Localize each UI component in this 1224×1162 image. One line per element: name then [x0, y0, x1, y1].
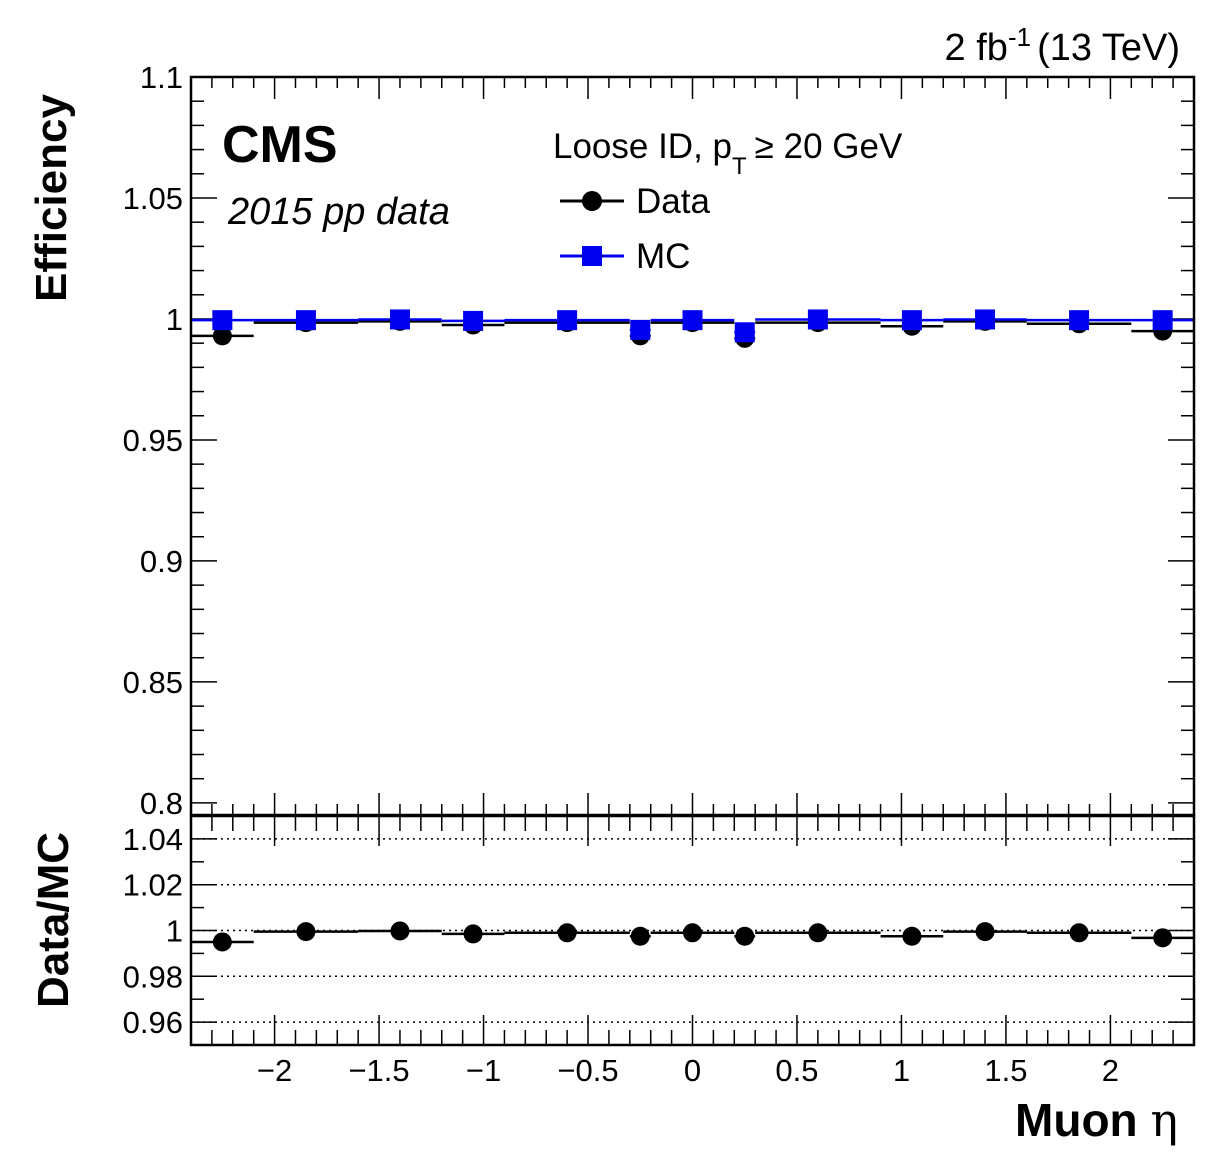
- ratio-point-marker: [1069, 923, 1089, 943]
- ratio-point-marker: [735, 926, 755, 946]
- dataset-label: 2015 pp data: [227, 191, 450, 233]
- mc-point-marker: [807, 309, 828, 330]
- y-tick-label: 1: [166, 302, 183, 337]
- ratio-point-marker: [808, 923, 828, 943]
- selection-label: Loose ID, pT ≥ 20 GeV: [553, 127, 903, 180]
- mc-point-marker: [975, 309, 996, 330]
- x-axis-title: Muon η: [1015, 1093, 1178, 1147]
- legend-mc-label: MC: [636, 237, 690, 276]
- mc-point-marker: [389, 309, 410, 330]
- selection-prefix: Loose ID, p: [553, 127, 732, 166]
- selection-subscript: T: [732, 153, 747, 180]
- y-tick-label: 0.85: [123, 665, 183, 700]
- mc-point-marker: [682, 310, 703, 331]
- y-tick-label: 0.9: [140, 544, 183, 579]
- y-tick-label: 0.8: [140, 786, 183, 821]
- ratio-point-marker: [630, 926, 650, 946]
- ratio-panel-frame: [189, 814, 1196, 1047]
- ratio-y-tick-label: 1.04: [123, 822, 183, 857]
- x-axis-title-prefix: Muon: [1015, 1094, 1150, 1146]
- mc-point-marker: [212, 310, 233, 331]
- mc-point-marker: [734, 322, 755, 343]
- x-tick-label: −1.5: [348, 1053, 409, 1088]
- mc-point-marker: [295, 310, 316, 331]
- mc-point-marker: [557, 310, 578, 331]
- mc-point-marker: [901, 310, 922, 331]
- data-point-marker: [212, 326, 232, 346]
- legend-mc-marker: [582, 246, 602, 266]
- mc-point-marker: [1152, 310, 1173, 331]
- tick-labels: 0.8 0.85 0.9 0.95 1 1.05 1.1 0.96 0.98 1 1.02 1.04 −…: [123, 60, 1119, 1088]
- lumi-label: 2 fb-1 (13 TeV): [945, 22, 1180, 69]
- axis-ticks: [190, 76, 1195, 1045]
- y-tick-label: 1.05: [123, 181, 183, 216]
- x-tick-label: −0.5: [557, 1053, 618, 1088]
- ratio-y-tick-label: 0.98: [123, 959, 183, 994]
- ratio-point-marker: [390, 921, 410, 941]
- ratio-point-marker: [902, 926, 922, 946]
- lumi-suffix: (13 TeV): [1037, 27, 1180, 69]
- mc-point-marker: [630, 319, 651, 340]
- x-axis-title-symbol: η: [1150, 1093, 1178, 1147]
- ratio-point-marker: [463, 924, 483, 944]
- legend-data-marker: [582, 191, 602, 211]
- data-points: [191, 309, 1194, 952]
- ratio-point-marker: [212, 932, 232, 952]
- lumi-prefix: 2 fb: [945, 27, 1008, 69]
- mc-point-marker: [463, 310, 484, 331]
- x-tick-label: 0.5: [775, 1053, 818, 1088]
- ratio-y-tick-label: 1: [166, 914, 183, 949]
- x-tick-label: 0: [684, 1053, 701, 1088]
- ratio-point-marker: [683, 923, 702, 943]
- x-tick-label: 2: [1102, 1053, 1119, 1088]
- lumi-exponent: -1: [1008, 22, 1031, 52]
- ratio-point-marker: [975, 922, 995, 942]
- y-tick-label: 0.95: [123, 423, 183, 458]
- y-axis-title-efficiency: Efficiency: [27, 94, 76, 302]
- selection-suffix: ≥ 20 GeV: [755, 127, 903, 166]
- x-tick-label: −2: [257, 1053, 292, 1088]
- y-tick-label: 1.1: [140, 60, 183, 95]
- ratio-point-marker: [1153, 928, 1173, 948]
- x-tick-label: 1.5: [984, 1053, 1027, 1088]
- cms-label: CMS: [222, 116, 338, 174]
- ratio-y-tick-label: 1.02: [123, 868, 183, 903]
- legend-data-label: Data: [636, 182, 710, 221]
- x-tick-label: 1: [893, 1053, 910, 1088]
- y-axis-title-ratio: Data/MC: [29, 832, 78, 1008]
- mc-point-marker: [1069, 310, 1090, 331]
- ratio-point-marker: [557, 923, 577, 943]
- x-tick-label: −1: [466, 1053, 501, 1088]
- legend: Data MC: [560, 182, 710, 276]
- ratio-point-marker: [296, 922, 316, 942]
- ratio-y-tick-label: 0.96: [123, 1005, 183, 1040]
